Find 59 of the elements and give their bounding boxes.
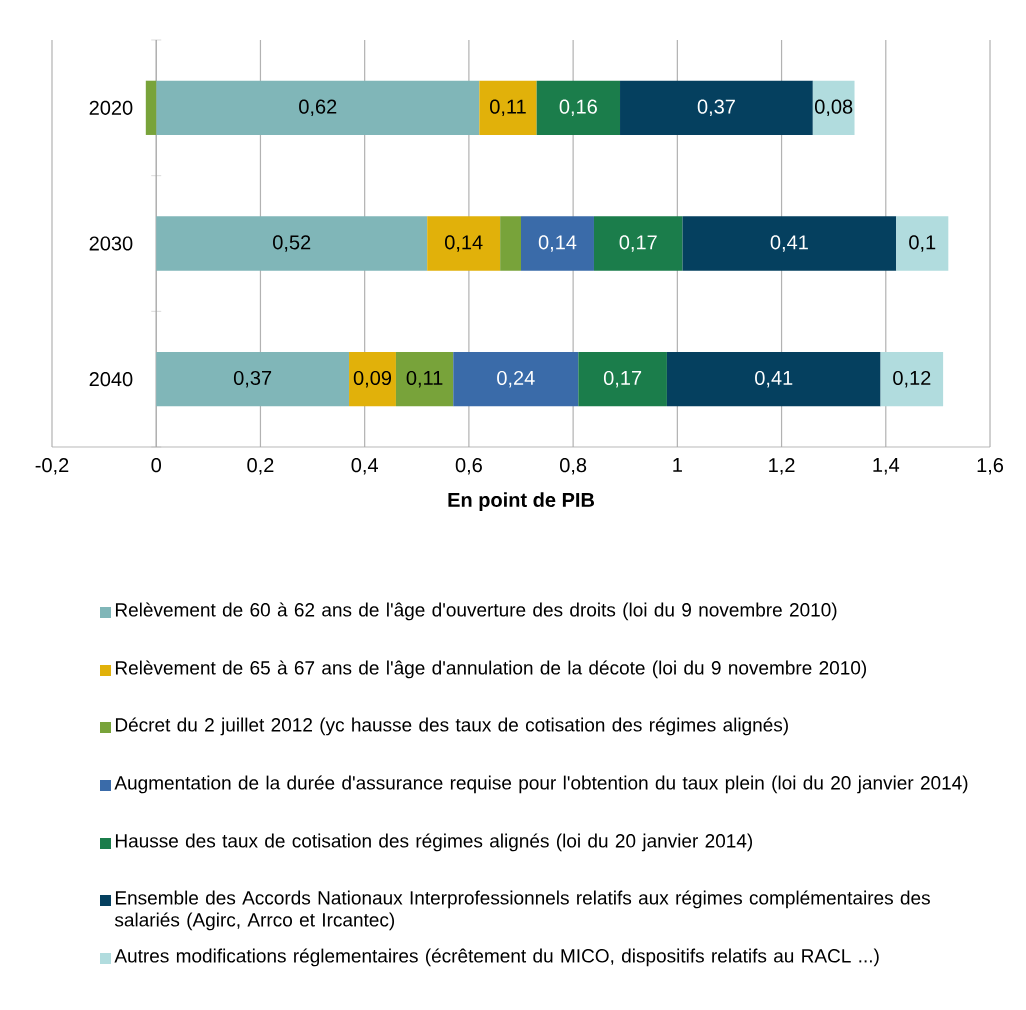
x-tick-label: 0,8	[560, 458, 587, 475]
bar	[156, 80, 480, 135]
legend-label: Hausse des taux de cotisation des régimes alignés (loi du 20 janvier 2014)	[115, 833, 753, 852]
bar	[593, 216, 683, 271]
legend-label: Augmentation de la durée d'assurance requise pour l'obtention du taux plein (loi du 20 janvier 2014)	[114, 775, 968, 794]
data-label: 0,62	[299, 99, 337, 117]
y-tick-label: 2020	[89, 100, 133, 115]
data-label: 0,37	[697, 99, 735, 117]
bar	[620, 80, 813, 135]
bar	[156, 216, 428, 271]
data-label: 0,1	[909, 235, 936, 252]
data-label: 0,09	[353, 370, 392, 388]
data-label: 0,41	[755, 370, 793, 388]
bar	[156, 352, 350, 407]
bar	[427, 216, 501, 271]
data-label: 0,17	[619, 235, 657, 252]
y-tick-label: 2040	[89, 372, 133, 387]
legend-label: Autres modifications réglementaires (écrêtement du MICO, dispositifs relatifs au RACL ...)	[114, 948, 879, 967]
data-label: 0,52	[273, 235, 311, 252]
legend-label: Relèvement de 65 à 67 ans de l'âge d'annulation de la décote (loi du 9 novembre 2010)	[115, 660, 867, 679]
bar	[453, 352, 579, 407]
x-tick-label: 0	[151, 458, 162, 473]
x-tick-label: 0,6	[455, 458, 482, 475]
x-axis-title: En point de PIB	[448, 492, 595, 511]
data-label: 0,11	[406, 370, 443, 388]
bar	[145, 80, 157, 135]
bar	[666, 352, 881, 407]
bar	[896, 216, 949, 271]
legend-label: Décret du 2 juillet 2012 (yc hausse des taux de cotisation des régimes alignés)	[115, 717, 788, 736]
bar	[521, 216, 594, 271]
legend-label: Ensemble des Accords Nationaux Interprofessionnels relatifs aux régimes complémentaires des salariés (Agirc, Arrco et Ircantec)	[114, 890, 930, 931]
data-label: 0,12	[893, 370, 931, 388]
data-label: 0,41	[770, 235, 808, 252]
y-tick-label: 2030	[89, 236, 133, 251]
data-label: 0,24	[497, 370, 535, 388]
legend-label: Relèvement de 60 à 62 ans de l'âge d'ouverture des droits (loi du 9 novembre 2010)	[115, 602, 837, 621]
bar	[500, 216, 521, 271]
bar	[880, 352, 944, 407]
bar	[395, 352, 454, 407]
x-tick-label: -0,2	[35, 458, 69, 475]
bar	[349, 352, 396, 407]
data-label: 0,37	[233, 370, 272, 388]
x-tick-label: 1,6	[977, 458, 1004, 475]
bar	[479, 80, 537, 135]
x-tick-label: 1,4	[873, 458, 900, 475]
bar	[682, 216, 897, 271]
data-label: 0,08	[815, 99, 853, 117]
bar	[812, 80, 855, 135]
data-label: 0,17	[603, 370, 642, 388]
x-tick-label: 0,4	[351, 458, 378, 475]
data-label: 0,14	[445, 235, 483, 252]
data-label: 0,14	[538, 235, 577, 252]
data-label: 0,11	[490, 99, 526, 117]
bar	[536, 80, 621, 135]
bar	[578, 352, 667, 407]
x-tick-label: 1,2	[769, 458, 795, 475]
data-label: 0,16	[559, 99, 597, 117]
x-tick-label: 1	[673, 458, 682, 472]
x-tick-label: 0,2	[247, 458, 274, 475]
